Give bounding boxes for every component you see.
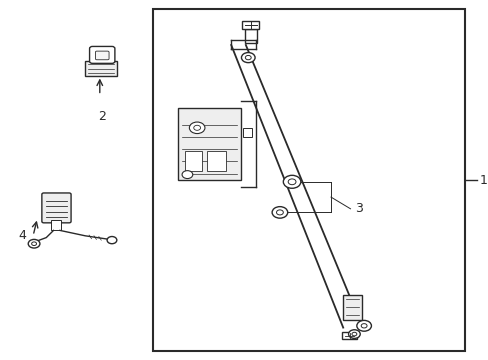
FancyBboxPatch shape [89,46,115,63]
Circle shape [189,122,204,134]
Text: 2: 2 [98,110,106,123]
Bar [184,151,202,171]
Circle shape [356,320,371,331]
Bar [177,108,241,180]
Bar [244,29,256,43]
Circle shape [361,324,366,328]
Bar [206,151,226,171]
Circle shape [287,179,295,185]
Bar [153,9,464,351]
Text: 1: 1 [479,174,487,186]
Circle shape [241,53,255,63]
FancyBboxPatch shape [42,193,71,223]
FancyBboxPatch shape [95,51,109,60]
Circle shape [283,175,300,188]
Bar [343,295,361,320]
Circle shape [348,330,360,338]
Circle shape [107,237,117,244]
Circle shape [245,55,251,60]
Circle shape [193,125,200,130]
Circle shape [276,210,283,215]
Circle shape [182,171,192,179]
Text: 4: 4 [19,229,26,242]
Bar [243,128,252,137]
Bar [51,220,61,230]
Bar [341,332,357,339]
Circle shape [32,242,37,246]
Circle shape [271,207,287,218]
Text: 3: 3 [355,202,363,215]
Bar [242,21,259,29]
Circle shape [28,239,40,248]
Bar [85,61,117,76]
Circle shape [351,332,356,336]
